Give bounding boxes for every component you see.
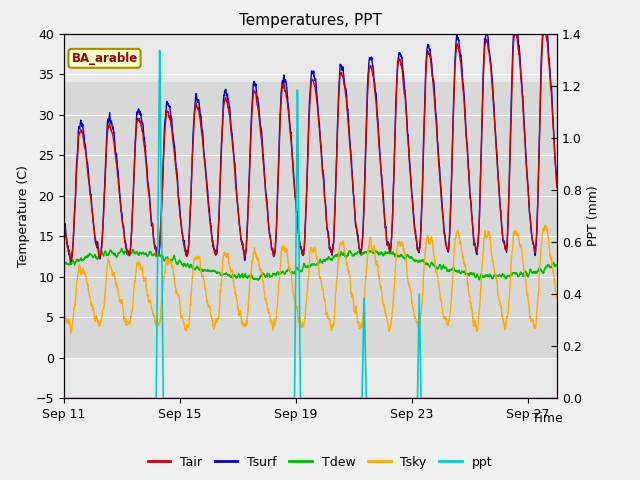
Text: Time: Time xyxy=(532,412,563,425)
Text: BA_arable: BA_arable xyxy=(72,52,138,65)
Legend: Tair, Tsurf, Tdew, Tsky, ppt: Tair, Tsurf, Tdew, Tsky, ppt xyxy=(143,451,497,474)
Y-axis label: PPT (mm): PPT (mm) xyxy=(588,186,600,246)
Title: Temperatures, PPT: Temperatures, PPT xyxy=(239,13,382,28)
Y-axis label: Temperature (C): Temperature (C) xyxy=(17,165,30,267)
Bar xyxy=(64,82,557,358)
